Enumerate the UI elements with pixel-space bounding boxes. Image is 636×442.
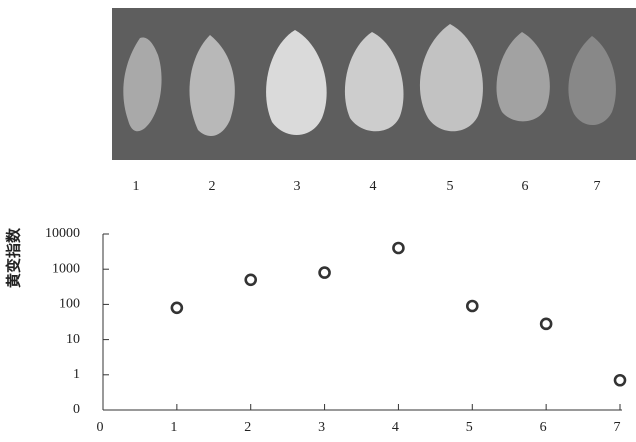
leaf-label: 2: [209, 179, 216, 194]
leaf: [123, 37, 162, 132]
x-tick-label: 6: [540, 420, 547, 435]
leaf: [496, 32, 550, 122]
leaf: [568, 36, 616, 126]
y-tick-label: 0: [73, 402, 80, 417]
y-tick-label: 10: [66, 332, 80, 347]
y-tick-label: 100: [59, 297, 80, 312]
point: [465, 299, 479, 313]
y-tick-label: 1: [73, 367, 80, 382]
y-tick-label: 10000: [45, 226, 80, 241]
point: [613, 373, 627, 387]
x-tick-label: 1: [170, 420, 177, 435]
leaf-label: 4: [370, 179, 377, 194]
leaf-label: 5: [447, 179, 454, 194]
leaf: [189, 35, 235, 136]
leaf: [419, 24, 483, 132]
point: [392, 241, 405, 255]
leaf-label: 1: [133, 179, 140, 194]
point: [244, 273, 258, 287]
y-axis-label: 黄变指数: [5, 227, 23, 288]
x-tick-label: 4: [392, 420, 399, 435]
leaf: [266, 30, 327, 136]
leaf-label: 3: [294, 179, 301, 194]
x-tick-label: 7: [614, 420, 621, 435]
leaf-label: 7: [594, 179, 601, 194]
x-tick-label: 3: [318, 420, 325, 435]
y-tick-label: 1000: [52, 261, 80, 276]
leaf-label: 6: [522, 179, 529, 194]
leaf: [344, 32, 404, 132]
x-tick-label: 0: [97, 420, 104, 435]
point: [539, 317, 553, 331]
x-tick-label: 2: [244, 420, 251, 435]
leaf-photo: [112, 8, 636, 160]
point: [170, 301, 184, 315]
x-tick-label: 5: [466, 420, 473, 435]
point: [318, 266, 331, 279]
